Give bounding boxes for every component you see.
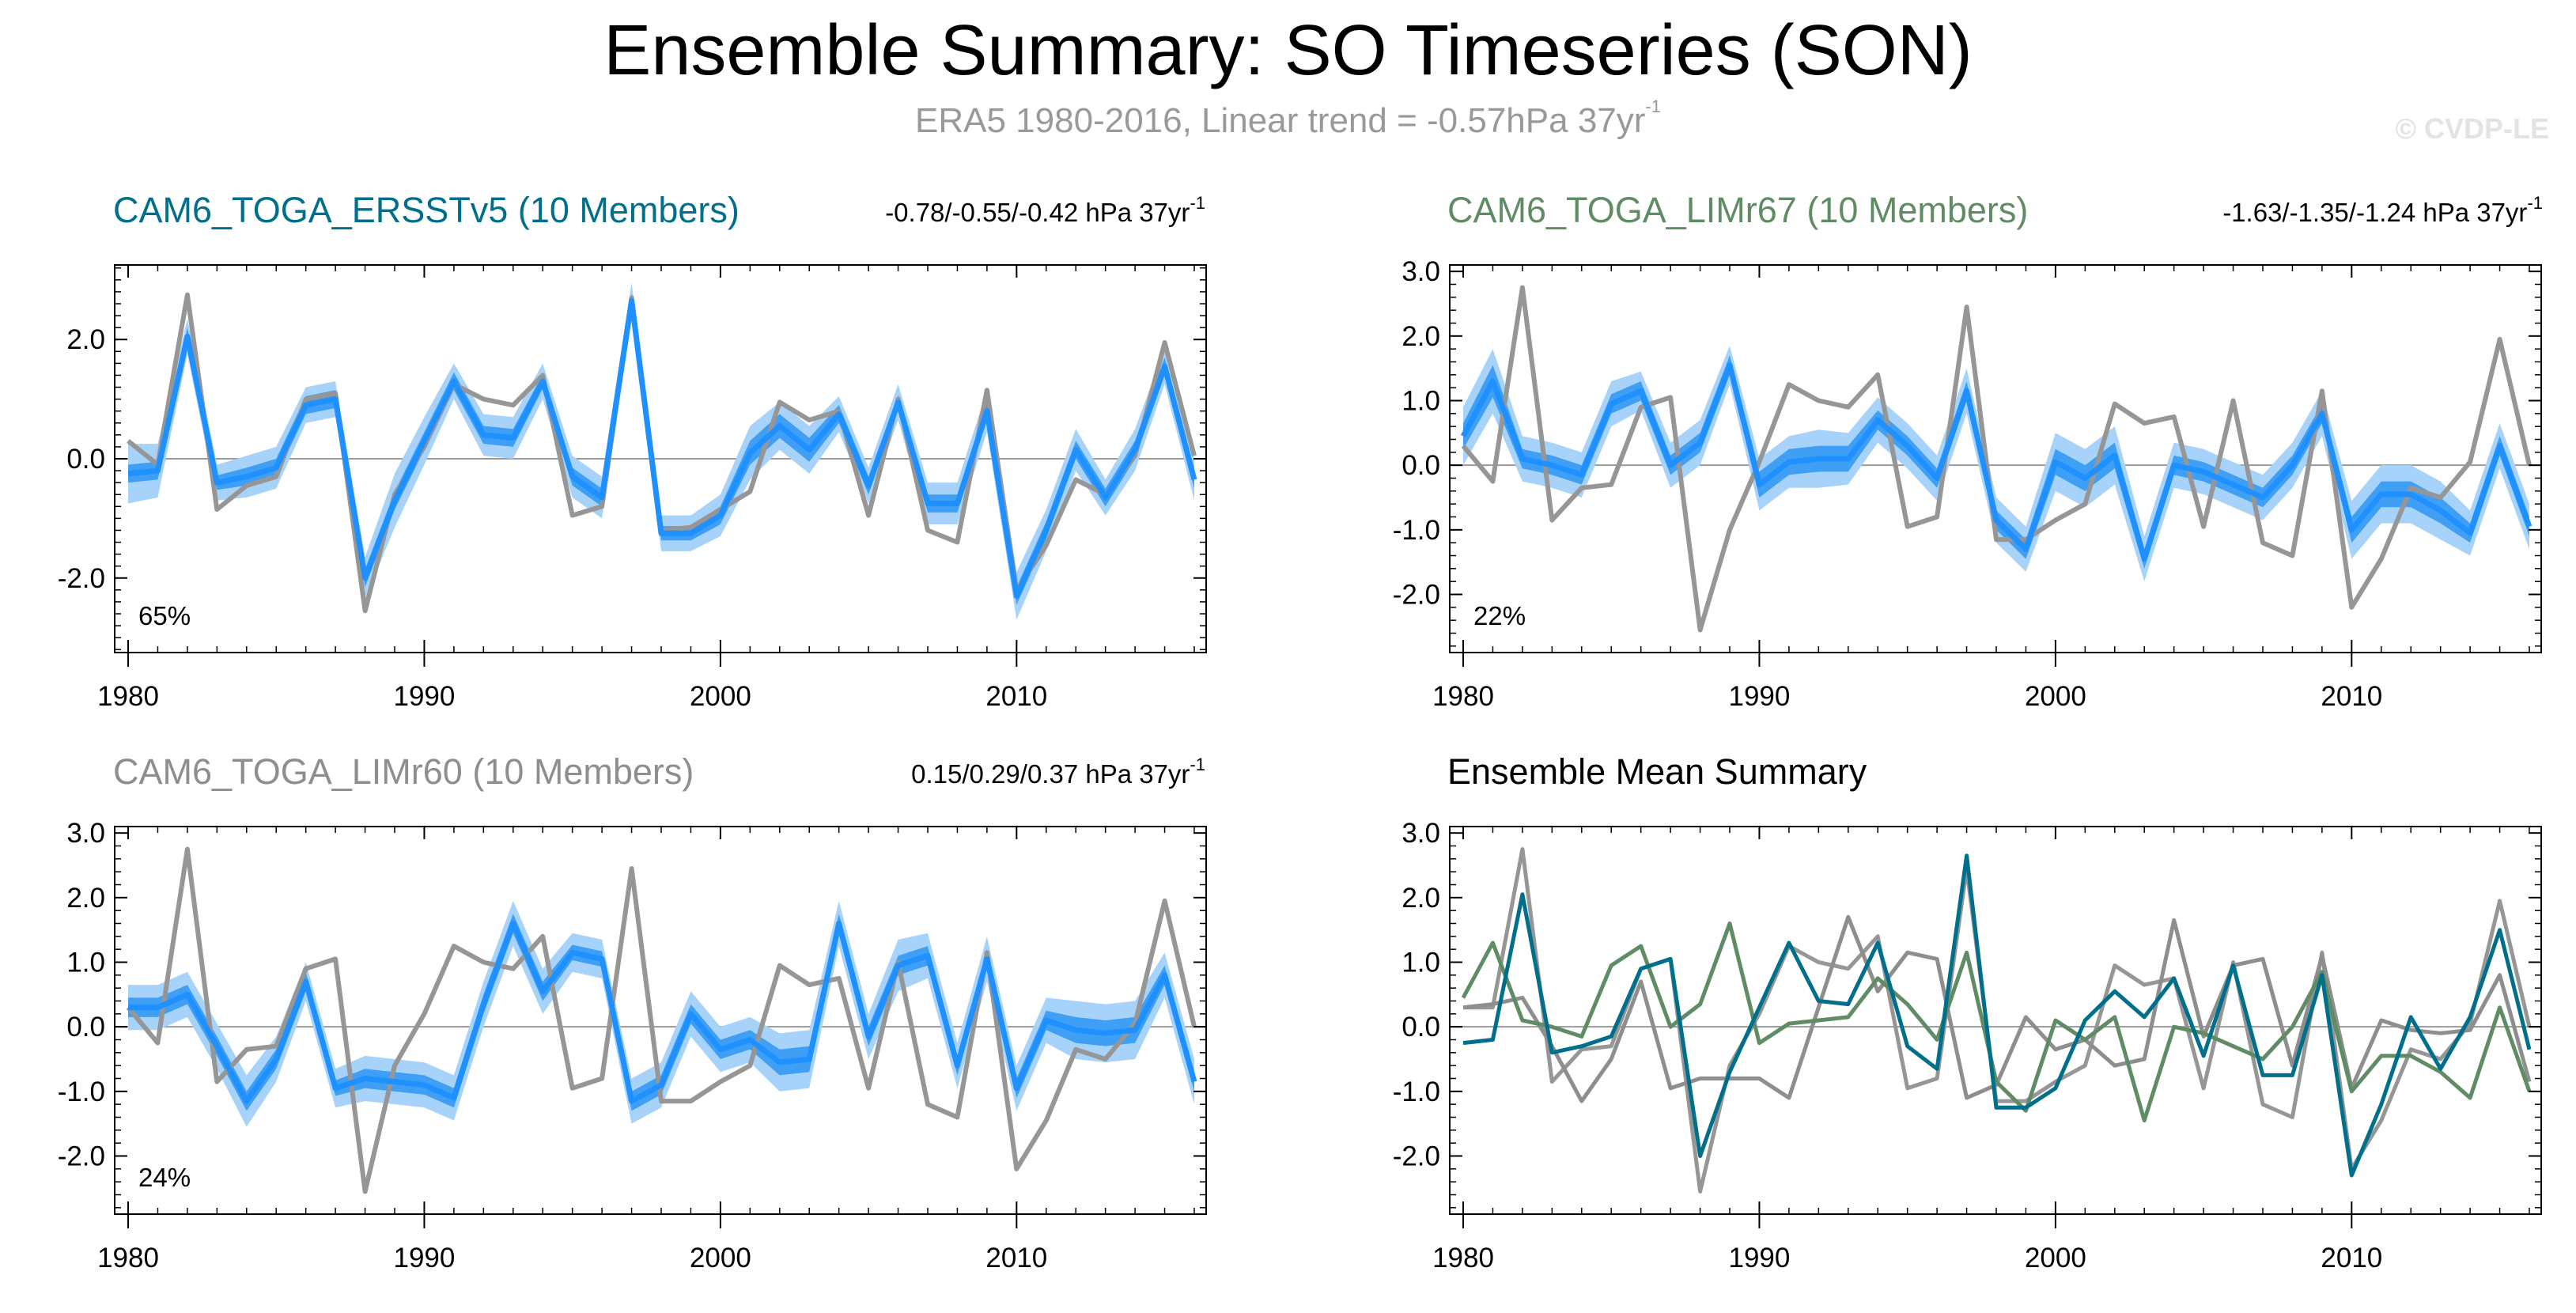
trend-text: -0.78/-0.55/-0.42 hPa 37yr [885,198,1190,227]
ytick-label: 0.0 [1401,1012,1440,1042]
xtick-label: 1980 [1432,1243,1494,1273]
xtick-label: 2010 [2321,681,2382,712]
xtick-label: 1990 [394,681,456,712]
xtick-label: 1990 [1729,681,1791,712]
xtick-label: 1980 [97,681,159,712]
xtick-label: 1990 [394,1243,456,1273]
ensemble-mean-line [127,297,1197,599]
plot-frame [1449,826,2542,1215]
ytick-label: 2.0 [1401,321,1440,352]
xtick-label: 1990 [1729,1243,1791,1273]
subtitle-exponent: -1 [1645,96,1661,116]
panel-trend-limr60: 0.15/0.29/0.37 hPa 37yr-1 [911,755,1205,789]
panel-trend-ersst: -0.78/-0.55/-0.42 hPa 37yr-1 [885,193,1205,228]
ensemble-mean-line [1460,362,2532,562]
trend-text: 0.15/0.29/0.37 hPa 37yr [911,759,1190,789]
xtick-label: 2000 [2025,1243,2086,1273]
series-line-CAM6_TOGA_ERSSTv5 [1462,853,2532,1178]
agreement-percent-label: 24% [138,1163,191,1192]
panel-title-ersst: CAM6_TOGA_ERSSTv5 (10 Members) [113,190,740,230]
ytick-label: 0.0 [66,444,105,475]
ytick-label: 1.0 [66,948,105,978]
xtick-label: 2000 [690,681,751,712]
ytick-label: 2.0 [66,883,105,914]
figure-title: Ensemble Summary: SO Timeseries (SON) [603,11,1973,90]
trend-exponent: -1 [2527,193,2543,213]
panel-2: 24% 3.0 2.0 1.0 0.0 -1.0 -2.0 1980 1990 2000 2010 [58,818,1207,1273]
ytick-label: 2.0 [1401,883,1440,914]
xtick-label: 1980 [1432,681,1494,712]
series-line-ERA5 [1463,847,2532,1194]
xtick-label: 2010 [985,1243,1047,1273]
ytick-label: -2.0 [58,1141,105,1172]
ensemble-mean-line [128,921,1197,1104]
xtick-label: 1980 [97,1243,159,1273]
panel-title-limr60: CAM6_TOGA_LIMr60 (10 Members) [113,751,694,792]
ytick-label: -1.0 [1393,1077,1440,1107]
ytick-label: 3.0 [66,818,105,849]
ytick-label: -2.0 [58,563,105,594]
ytick-label: 0.0 [1401,450,1440,481]
series-line-CAM6_TOGA_LIMr67 [1461,921,2532,1123]
ytick-label: 3.0 [1401,818,1440,849]
xtick-label: 2000 [690,1243,751,1273]
ytick-label: 3.0 [1401,256,1440,287]
panel-title-summary: Ensemble Mean Summary [1447,751,1867,792]
xtick-label: 2000 [2025,681,2086,712]
agreement-percent-label: 22% [1473,601,1526,630]
observed-line [126,846,1197,1194]
panel-1: 22% 3.0 2.0 1.0 0.0 -1.0 -2.0 1980 1990 2000 2010 [1393,256,2542,712]
ytick-label: -2.0 [1393,580,1440,611]
ytick-label: 0.0 [66,1012,105,1042]
plot-frame [114,826,1207,1215]
xtick-label: 2010 [985,681,1047,712]
observed-line [1461,285,2532,633]
ytick-label: 2.0 [66,324,105,355]
ytick-label: 1.0 [1401,386,1440,417]
ytick-label: -2.0 [1393,1141,1440,1172]
figure-subtitle: ERA5 1980-2016, Linear trend = -0.57hPa … [0,96,2576,141]
ytick-label: -1.0 [1393,515,1440,546]
subtitle-text: ERA5 1980-2016, Linear trend = -0.57hPa … [915,101,1646,140]
panel-3: 3.0 2.0 1.0 0.0 -1.0 -2.0 1980 1990 2000 2010 [1393,818,2542,1273]
panel-title-limr67: CAM6_TOGA_LIMr67 (10 Members) [1447,190,2029,230]
ensemble-range-band [1463,346,2529,582]
plot-frame [1449,264,2542,653]
agreement-percent-label: 65% [138,601,191,630]
trend-text: -1.63/-1.35/-1.24 hPa 37yr [2222,198,2528,227]
ytick-label: -1.0 [58,1077,105,1107]
xtick-label: 2010 [2321,1243,2382,1273]
panel-trend-limr67: -1.63/-1.35/-1.24 hPa 37yr-1 [2222,193,2543,228]
panel-0: 65% 2.0 0.0 -2.0 1980 1990 2000 2010 [58,264,1207,712]
trend-exponent: -1 [1190,193,1205,213]
ytick-label: 1.0 [1401,948,1440,978]
trend-exponent: -1 [1190,755,1205,774]
watermark-logo: © CVDP-LE [2395,112,2549,145]
